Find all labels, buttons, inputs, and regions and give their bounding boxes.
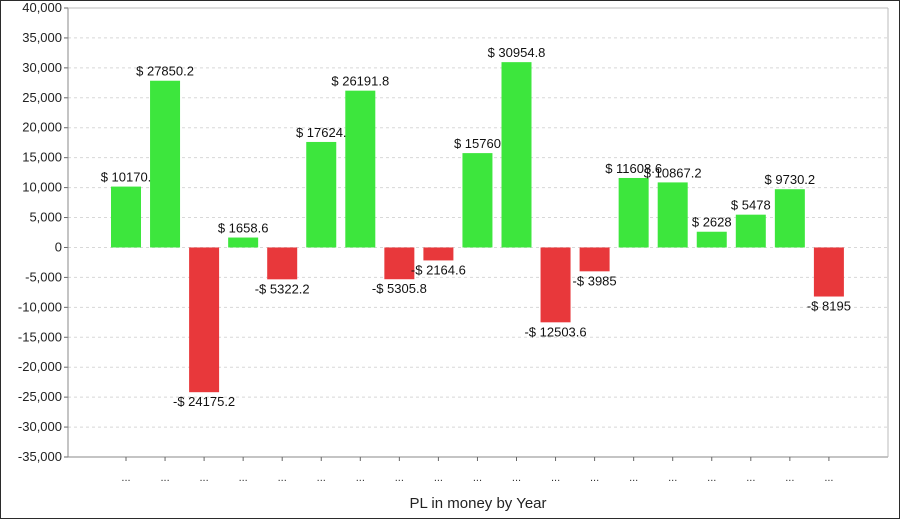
y-tick-label: -25,000	[18, 389, 62, 404]
y-tick-label: 10,000	[22, 180, 62, 195]
x-tick-label: ...	[551, 472, 560, 484]
y-tick-label: 15,000	[22, 150, 62, 165]
bar[interactable]	[111, 186, 141, 248]
bar[interactable]	[345, 90, 376, 248]
y-tick-label: -30,000	[18, 419, 62, 434]
data-label: $ 10867.2	[644, 165, 702, 180]
y-tick-label: 20,000	[22, 120, 62, 135]
x-tick-label: ...	[121, 472, 130, 484]
bar[interactable]	[462, 153, 493, 248]
x-tick-label: ...	[434, 472, 443, 484]
data-label: -$ 3985	[573, 273, 617, 288]
data-label: -$ 5305.8	[372, 281, 427, 296]
y-tick-label: 0	[55, 239, 62, 254]
x-tick-label: ...	[668, 472, 677, 484]
bar[interactable]	[384, 247, 415, 280]
data-labels: $ 10170. $ 27850.2 -$ 24175.2 $ 1658.6 -$ 53…	[101, 45, 851, 409]
data-label: -$ 2164.6	[411, 262, 466, 277]
x-tick-label: ...	[317, 472, 326, 484]
x-tick-label: ...	[629, 472, 638, 484]
bar[interactable]	[501, 62, 532, 248]
x-tick-label: ...	[356, 472, 365, 484]
data-label: -$ 5322.2	[255, 281, 310, 296]
data-label: $ 17624.	[296, 125, 347, 140]
x-tick-labels: ........................................…	[121, 472, 833, 484]
data-label: $ 11608.6	[605, 161, 662, 176]
y-tick-label: 40,000	[22, 0, 62, 15]
y-tick-label: 5,000	[29, 210, 62, 225]
x-tick-label: ...	[395, 472, 404, 484]
y-tick-label: 30,000	[22, 60, 62, 75]
data-label: $ 30954.8	[488, 45, 546, 60]
y-tick-label: 25,000	[22, 90, 62, 105]
bar[interactable]	[540, 247, 571, 323]
data-label: -$ 24175.2	[173, 394, 235, 409]
y-tick-label: -15,000	[18, 329, 62, 344]
x-axis-title: PL in money by Year	[409, 495, 546, 512]
y-tick-label: -20,000	[18, 359, 62, 374]
x-tick-label: ...	[785, 472, 794, 484]
y-tick-label: -10,000	[18, 299, 62, 314]
data-label: $ 9730.2	[765, 172, 816, 187]
data-label: -$ 12503.6	[524, 324, 586, 339]
bar[interactable]	[306, 141, 337, 248]
bar[interactable]	[189, 247, 220, 393]
x-tick-label: ...	[239, 472, 248, 484]
x-tick-label: ...	[278, 472, 287, 484]
bar[interactable]	[423, 247, 454, 261]
data-label: $ 2628	[692, 215, 732, 230]
data-label: $ 1658.6	[218, 221, 269, 236]
data-label: $ 26191.8	[331, 74, 389, 89]
x-tick-label: ...	[707, 472, 716, 484]
y-tick-label: -5,000	[25, 269, 62, 284]
x-tick-label: ...	[473, 472, 482, 484]
bar[interactable]	[813, 247, 844, 297]
data-label: $ 27850.2	[136, 64, 194, 79]
x-tick-label: ...	[512, 472, 521, 484]
y-tick-label: 35,000	[22, 30, 62, 45]
bars	[111, 62, 844, 393]
x-tick-label: ...	[824, 472, 833, 484]
y-tick-label: -35,000	[18, 449, 62, 464]
bar[interactable]	[657, 182, 688, 248]
bar[interactable]	[618, 177, 649, 248]
x-tick-label: ...	[160, 472, 169, 484]
bar[interactable]	[735, 214, 766, 248]
bar[interactable]	[150, 80, 181, 248]
data-label: $ 5478	[731, 198, 771, 213]
axes	[64, 7, 889, 461]
bar[interactable]	[267, 247, 298, 280]
x-tick-label: ...	[746, 472, 755, 484]
bar[interactable]	[228, 237, 259, 248]
x-tick-label: ...	[200, 472, 209, 484]
bar[interactable]	[774, 189, 805, 248]
data-label: $ 10170.	[101, 170, 152, 185]
bar[interactable]	[696, 231, 727, 248]
y-tick-labels: -35,000 -30,000 -25,000 -20,000 -15,000 -10,0…	[18, 0, 62, 464]
bar[interactable]	[579, 247, 610, 272]
data-label: -$ 8195	[807, 299, 851, 314]
x-tick-label: ...	[590, 472, 599, 484]
data-label: $ 15760	[454, 136, 501, 151]
